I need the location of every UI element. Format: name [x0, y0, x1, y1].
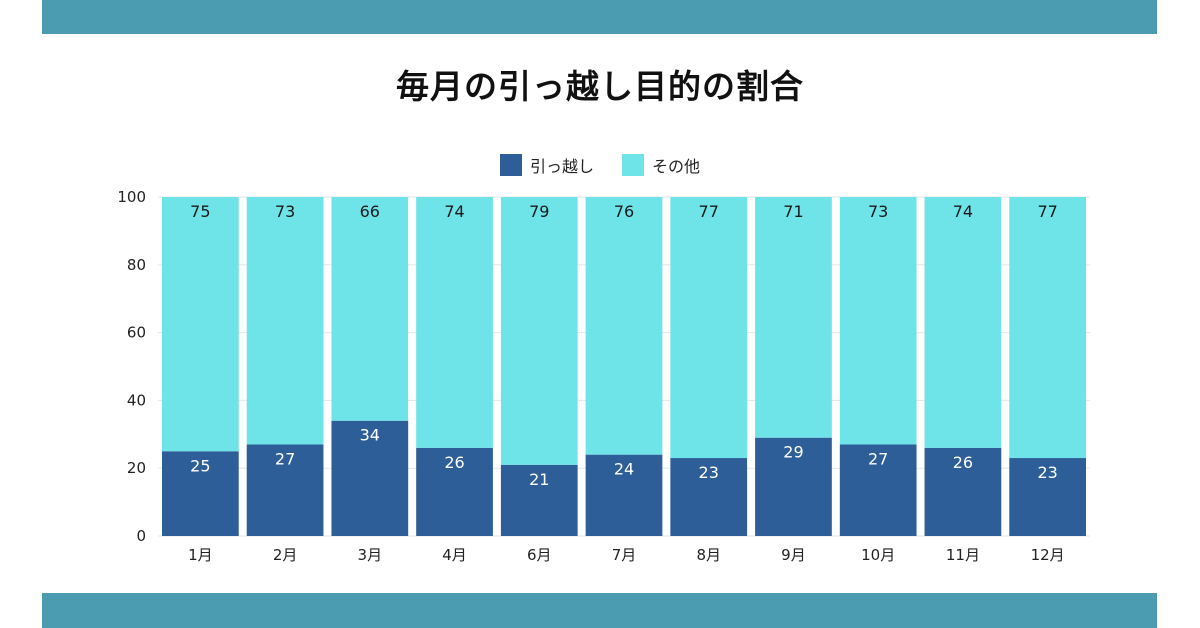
data-label: 27: [275, 449, 295, 468]
data-label: 24: [614, 460, 634, 479]
bar-segment: [1009, 197, 1086, 459]
data-label: 66: [360, 202, 380, 221]
legend-label-moving: 引っ越し: [529, 157, 594, 176]
bar-segment: [246, 444, 324, 536]
data-label: 71: [783, 202, 803, 221]
x-tick-label: 3月: [358, 546, 383, 564]
bar-segment: [585, 197, 663, 455]
bar-segment: [670, 197, 748, 459]
x-tick-label: 12月: [1031, 546, 1065, 564]
legend-swatch-other: [622, 154, 644, 176]
x-tick-label: 4月: [442, 546, 467, 564]
x-tick-label: 6月: [527, 546, 552, 564]
data-label: 25: [190, 456, 210, 475]
x-tick-label: 1月: [188, 546, 213, 564]
bar-segment: [755, 437, 832, 536]
data-label: 76: [614, 202, 634, 221]
bar-segment: [331, 420, 409, 536]
bar-segment: [755, 197, 832, 438]
data-label: 77: [699, 202, 719, 221]
data-label: 75: [190, 202, 210, 221]
data-label: 26: [444, 453, 464, 472]
bar-segment: [839, 197, 917, 445]
x-tick-label: 9月: [781, 546, 806, 564]
x-tick-label: 8月: [696, 546, 721, 564]
y-tick-label: 0: [136, 527, 146, 545]
bar-segment: [585, 454, 663, 536]
data-label: 29: [783, 443, 803, 462]
x-tick-label: 2月: [273, 546, 298, 564]
legend-label-other: その他: [652, 157, 701, 176]
legend-swatch-moving: [499, 154, 522, 176]
bar-segment: [162, 451, 239, 536]
y-tick-label: 60: [127, 324, 146, 342]
data-label: 77: [1037, 202, 1057, 221]
y-tick-label: 80: [127, 256, 146, 274]
data-label: 23: [1037, 463, 1057, 482]
legend-item-moving: 引っ越し: [499, 153, 594, 177]
bar-segment: [416, 197, 493, 448]
y-tick-label: 40: [127, 391, 146, 409]
bar-segment: [416, 447, 493, 536]
bar-segment: [500, 197, 578, 465]
bar-segment: [162, 197, 239, 452]
bar-segment: [500, 464, 578, 536]
bar-segment: [1009, 458, 1086, 536]
bar-segment: [924, 447, 1002, 536]
bottom-banner: [42, 593, 1157, 628]
y-tick-label: 20: [127, 459, 146, 477]
data-label: 74: [953, 202, 973, 221]
data-label: 23: [699, 463, 719, 482]
x-tick-label: 10月: [861, 546, 895, 564]
data-label: 79: [529, 202, 549, 221]
chart-title: 毎月の引っ越し目的の割合: [396, 67, 804, 106]
top-banner: [42, 0, 1157, 34]
bar-segment: [924, 197, 1002, 448]
bar-segment: [331, 197, 409, 421]
bar-segment: [670, 458, 748, 536]
data-label: 73: [868, 202, 888, 221]
bar-segment: [839, 444, 917, 536]
data-label: 27: [868, 449, 888, 468]
data-label: 34: [360, 426, 380, 445]
x-tick-label: 7月: [612, 546, 637, 564]
data-label: 26: [953, 453, 973, 472]
legend-item-other: その他: [622, 153, 700, 177]
data-label: 74: [444, 202, 464, 221]
bar-segment: [246, 197, 324, 445]
data-label: 21: [529, 470, 549, 489]
y-tick-label: 100: [117, 188, 146, 206]
data-label: 73: [275, 202, 295, 221]
x-tick-label: 11月: [946, 546, 980, 564]
legend: 引っ越し その他: [0, 153, 1200, 177]
